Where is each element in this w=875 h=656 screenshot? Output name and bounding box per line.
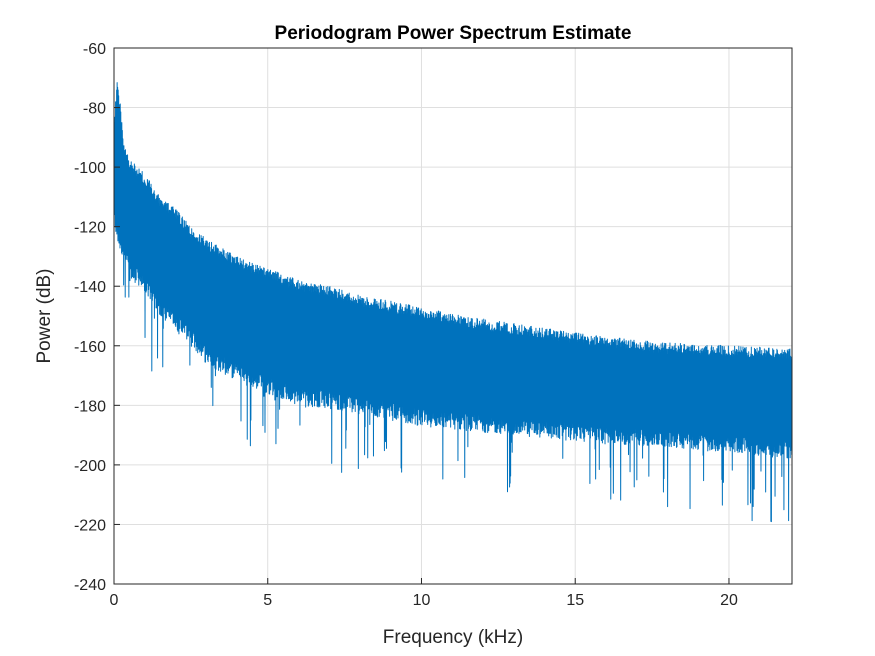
y-tick-label: -160 bbox=[74, 339, 106, 356]
y-axis: -240 -220 -200 -180 -160 -140 -120 -100 -80 -60 bbox=[74, 41, 120, 594]
x-tick-label: 10 bbox=[413, 592, 431, 609]
y-tick-label: -200 bbox=[74, 458, 106, 475]
y-tick-label: -240 bbox=[74, 577, 106, 594]
chart-title: Periodogram Power Spectrum Estimate bbox=[275, 23, 632, 44]
y-tick-label: -220 bbox=[74, 517, 106, 534]
y-tick-label: -180 bbox=[74, 398, 106, 415]
x-tick-label: 5 bbox=[263, 592, 272, 609]
x-axis: 0 5 10 15 20 bbox=[110, 578, 738, 609]
spectrum-series bbox=[113, 82, 793, 523]
axes-box bbox=[113, 47, 793, 585]
x-axis-label: Frequency (kHz) bbox=[383, 627, 523, 648]
y-tick-label: -120 bbox=[74, 220, 106, 237]
x-tick-label: 20 bbox=[720, 592, 738, 609]
y-tick-label: -60 bbox=[83, 41, 106, 58]
y-tick-label: -80 bbox=[83, 101, 106, 118]
y-axis-label: Power (dB) bbox=[34, 268, 55, 363]
x-tick-label: 0 bbox=[110, 592, 119, 609]
y-tick-label: -100 bbox=[74, 160, 106, 177]
x-tick-label: 15 bbox=[566, 592, 584, 609]
y-tick-label: -140 bbox=[74, 279, 106, 296]
